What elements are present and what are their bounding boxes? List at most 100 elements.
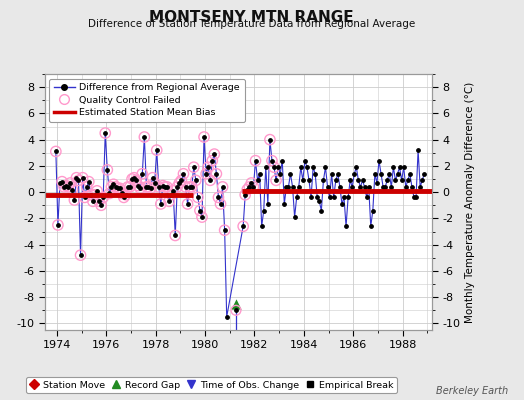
- Point: [74, 177, 83, 184]
- Point: [161, 184, 169, 190]
- Point: [394, 170, 402, 177]
- Point: [309, 164, 318, 170]
- Point: [210, 151, 219, 157]
- Point: [200, 134, 208, 140]
- Point: [252, 158, 260, 164]
- Point: [243, 186, 252, 193]
- Point: [183, 201, 192, 207]
- Point: [252, 158, 260, 164]
- Point: [66, 180, 74, 186]
- Point: [68, 186, 77, 193]
- Point: [239, 223, 247, 230]
- Point: [165, 198, 173, 204]
- Point: [332, 177, 340, 184]
- Point: [192, 177, 200, 184]
- Point: [107, 184, 116, 190]
- Point: [150, 180, 159, 186]
- Point: [311, 170, 319, 177]
- Point: [110, 181, 118, 188]
- Point: [72, 174, 81, 181]
- Point: [89, 198, 97, 204]
- Point: [336, 184, 344, 190]
- Point: [216, 201, 225, 207]
- Point: [270, 164, 278, 170]
- Point: [84, 178, 93, 185]
- Point: [165, 198, 173, 204]
- Point: [272, 177, 280, 184]
- Point: [169, 188, 177, 194]
- Point: [352, 164, 361, 170]
- Point: [266, 136, 274, 143]
- Point: [152, 147, 161, 153]
- Point: [292, 194, 301, 201]
- Point: [369, 207, 377, 214]
- Point: [54, 222, 62, 228]
- Point: [232, 307, 240, 314]
- Point: [232, 307, 240, 314]
- Point: [276, 170, 285, 177]
- Point: [221, 227, 229, 234]
- Point: [190, 164, 198, 170]
- Point: [397, 177, 406, 184]
- Text: Difference of Station Temperature Data from Regional Average: Difference of Station Temperature Data f…: [88, 19, 415, 29]
- Point: [214, 194, 223, 201]
- Point: [146, 185, 155, 192]
- Point: [136, 185, 145, 192]
- Point: [185, 184, 194, 190]
- Point: [280, 201, 289, 207]
- Point: [367, 223, 375, 230]
- Point: [247, 180, 256, 186]
- Point: [259, 207, 268, 214]
- Point: [202, 170, 210, 177]
- Point: [134, 182, 143, 189]
- Point: [95, 198, 103, 204]
- Point: [261, 164, 270, 170]
- Point: [128, 176, 136, 182]
- Point: [126, 184, 134, 190]
- Point: [91, 192, 99, 198]
- Point: [130, 174, 138, 181]
- Point: [112, 184, 120, 190]
- Point: [185, 184, 194, 190]
- Point: [64, 184, 72, 190]
- Point: [294, 184, 303, 190]
- Point: [301, 158, 309, 164]
- Point: [122, 192, 130, 198]
- Point: [363, 194, 371, 201]
- Point: [157, 201, 165, 207]
- Point: [132, 177, 140, 184]
- Point: [196, 207, 204, 214]
- Point: [219, 184, 227, 190]
- Point: [97, 202, 105, 208]
- Point: [148, 174, 157, 181]
- Text: MONTSENY MTN RANGE: MONTSENY MTN RANGE: [149, 10, 354, 25]
- Point: [313, 194, 321, 201]
- Point: [221, 227, 229, 234]
- Point: [325, 194, 334, 201]
- Point: [97, 202, 105, 208]
- Point: [74, 177, 83, 184]
- Point: [140, 134, 149, 140]
- Point: [58, 178, 66, 185]
- Point: [270, 164, 278, 170]
- Point: [379, 184, 387, 190]
- Point: [212, 170, 221, 177]
- Point: [173, 184, 181, 190]
- Point: [99, 194, 107, 201]
- Point: [354, 177, 363, 184]
- Point: [138, 170, 147, 177]
- Point: [194, 194, 202, 201]
- Point: [208, 158, 216, 164]
- Point: [282, 184, 291, 190]
- Point: [290, 214, 299, 220]
- Point: [348, 184, 356, 190]
- Point: [62, 182, 70, 189]
- Point: [70, 197, 79, 203]
- Point: [243, 186, 252, 193]
- Point: [245, 184, 254, 190]
- Point: [93, 188, 101, 194]
- Point: [77, 252, 85, 258]
- Point: [420, 170, 429, 177]
- Point: [52, 148, 60, 155]
- Point: [288, 184, 297, 190]
